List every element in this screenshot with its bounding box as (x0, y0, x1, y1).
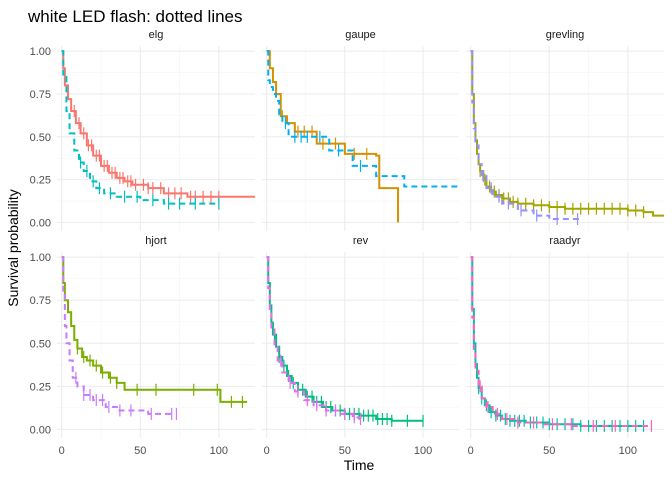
survival-curve-dashed (266, 50, 459, 188)
y-tick-label: 0.75 (30, 295, 51, 307)
x-tick-label: 100 (414, 445, 432, 457)
x-axis-title: Time (344, 457, 375, 473)
y-tick-label: 0.75 (30, 89, 51, 101)
y-tick-label: 0.00 (30, 424, 51, 436)
survival-curve-dashed (266, 256, 362, 420)
panel-grevling: grevling (466, 29, 664, 231)
y-tick-label: 1.00 (30, 46, 51, 58)
facet-panels: elg 0.00 0.25 0.50 0.75 1.00 gaupe grevling hjor… (30, 29, 664, 457)
x-tick-label: 0 (59, 445, 65, 457)
x-tick-label: 100 (619, 445, 637, 457)
survival-curve-solid (266, 50, 400, 223)
survival-curve-dashed (470, 50, 581, 221)
y-tick-label: 0.00 (30, 217, 51, 229)
survival-curve-solid (61, 256, 248, 403)
x-tick-label: 50 (339, 445, 351, 457)
panel-rev: rev 0 50 100 (262, 235, 459, 457)
facet-label: raadyr (549, 235, 581, 247)
survival-curve-dashed (61, 256, 175, 415)
panel-gaupe: gaupe (262, 29, 459, 231)
facet-label: elg (149, 29, 164, 41)
y-tick-label: 0.50 (30, 338, 51, 350)
survival-curve-dashed (61, 50, 219, 205)
survival-curve-dashed (470, 256, 652, 427)
panel-raadyr: raadyr 0 50 100 (466, 235, 664, 457)
facet-label: grevling (546, 29, 585, 41)
x-tick-label: 100 (210, 445, 228, 457)
chart-title: white LED flash: dotted lines (27, 7, 243, 26)
facet-label: rev (353, 235, 369, 247)
y-tick-label: 0.50 (30, 132, 51, 144)
facet-label: gaupe (345, 29, 376, 41)
y-tick-label: 0.25 (30, 381, 51, 393)
survival-curve-solid (470, 256, 644, 427)
y-tick-label: 0.25 (30, 175, 51, 187)
x-tick-label: 50 (134, 445, 146, 457)
panel-hjort: hjort 0.00 0.25 0.50 0.75 1.00 0 50 100 (30, 235, 255, 457)
y-axis-title: Survival probability (5, 189, 21, 307)
x-tick-label: 0 (264, 445, 270, 457)
facet-label: hjort (145, 235, 166, 247)
x-tick-label: 50 (543, 445, 555, 457)
x-tick-label: 0 (468, 445, 474, 457)
panel-elg: elg 0.00 0.25 0.50 0.75 1.00 (30, 29, 255, 231)
survival-curve-solid (470, 50, 664, 217)
y-tick-label: 1.00 (30, 252, 51, 264)
